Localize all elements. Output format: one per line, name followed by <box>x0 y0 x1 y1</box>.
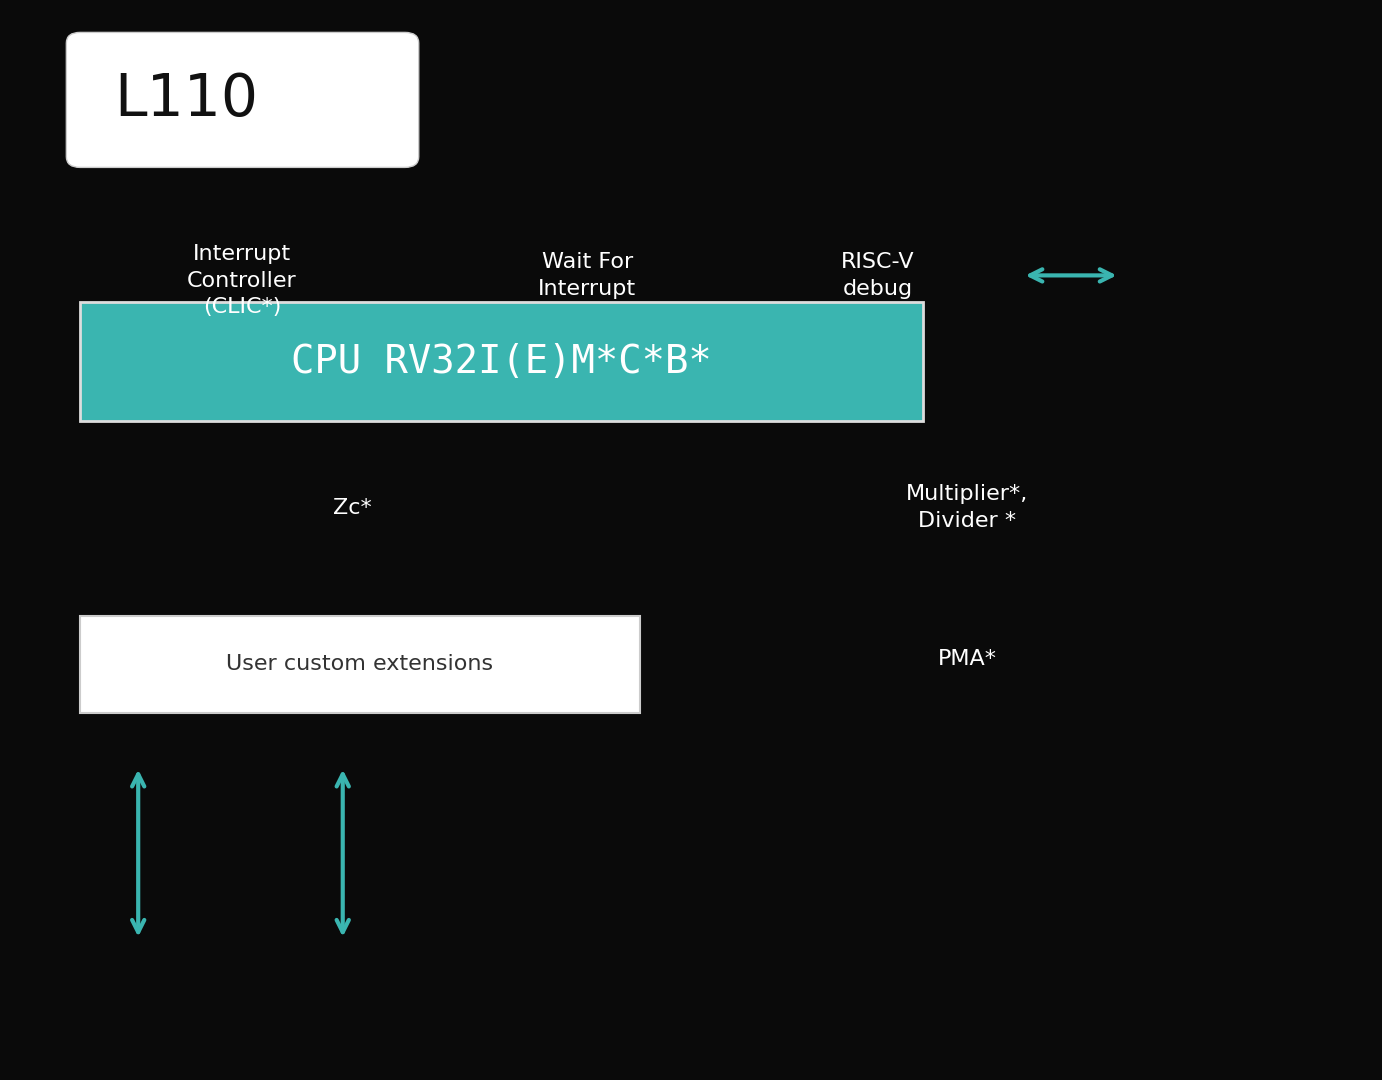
Text: L110: L110 <box>115 71 258 129</box>
Text: RISC-V
debug: RISC-V debug <box>840 253 915 298</box>
Text: User custom extensions: User custom extensions <box>227 654 493 674</box>
Text: PMA*: PMA* <box>938 649 996 669</box>
Text: Interrupt
Controller
(CLIC*): Interrupt Controller (CLIC*) <box>187 244 297 318</box>
Text: Wait For
Interrupt: Wait For Interrupt <box>538 253 637 298</box>
FancyBboxPatch shape <box>80 616 640 713</box>
Text: CPU RV32I(E)M*C*B*: CPU RV32I(E)M*C*B* <box>292 342 712 381</box>
Text: Zc*: Zc* <box>333 498 372 517</box>
Text: Multiplier*,
Divider *: Multiplier*, Divider * <box>907 485 1028 530</box>
FancyBboxPatch shape <box>66 32 419 167</box>
FancyBboxPatch shape <box>80 302 923 421</box>
